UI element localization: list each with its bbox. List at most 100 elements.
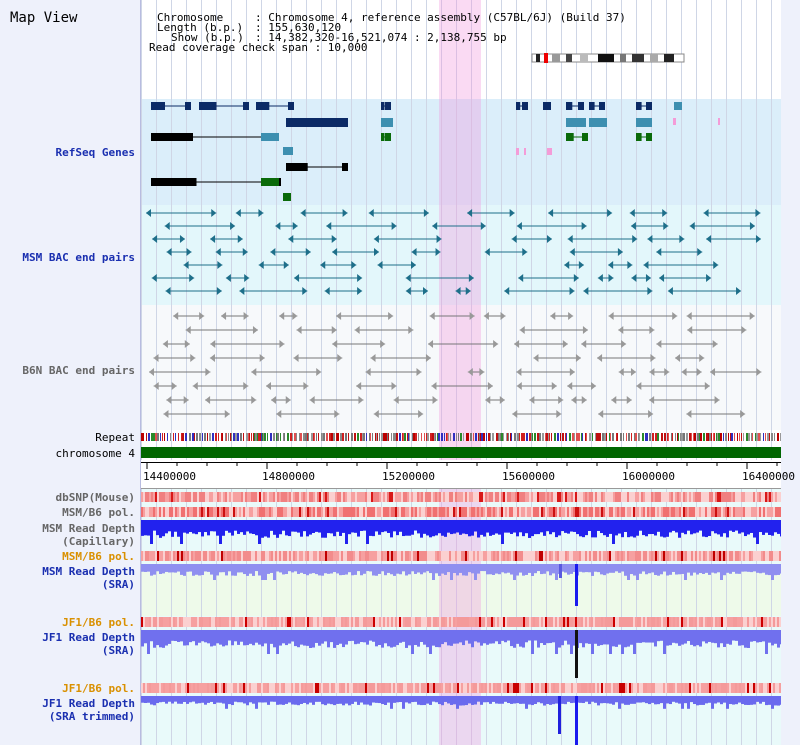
b6n-bac-end — [575, 354, 581, 362]
depth-bar — [333, 696, 336, 706]
pol-cell — [179, 617, 181, 627]
pol-cell — [235, 617, 237, 627]
repeat-track[interactable] — [141, 432, 781, 442]
pol-cell — [585, 492, 587, 502]
repeat-mark — [725, 433, 727, 441]
msm-depth-capillary-plot[interactable] — [141, 520, 781, 550]
depth-bar — [672, 564, 675, 572]
track-label-jf1-b6-pol-1[interactable]: JF1/B6 pol. — [62, 616, 135, 629]
pol-cell — [453, 507, 455, 517]
depth-bar — [615, 696, 618, 703]
pol-cell — [469, 551, 471, 561]
depth-bar — [228, 630, 231, 641]
repeat-mark — [230, 433, 231, 441]
msm-b6-pol-strip-1[interactable] — [141, 507, 781, 517]
pol-cell — [379, 492, 381, 502]
pol-cell — [527, 507, 529, 517]
pol-cell — [191, 683, 193, 693]
pol-cell — [735, 617, 737, 627]
track-label-jf1-read-depth-trimmed[interactable]: JF1 Read Depth — [42, 697, 135, 710]
b6n-bac-band — [141, 305, 781, 430]
pol-cell — [261, 507, 263, 517]
pol-cell — [423, 551, 425, 561]
refseq-genes-track[interactable] — [141, 99, 781, 205]
pol-cell — [231, 507, 233, 517]
track-label-msm-read-depth-capillary[interactable]: MSM Read Depth — [42, 522, 135, 535]
depth-bar — [495, 520, 498, 534]
pol-cell — [461, 617, 463, 627]
chromosome-bar[interactable] — [141, 447, 781, 458]
repeat-mark — [421, 433, 422, 441]
depth-bar — [363, 564, 366, 574]
track-label-refseq-genes[interactable]: RefSeq Genes — [55, 146, 135, 159]
track-label-jf1-read-depth-sra[interactable]: JF1 Read Depth — [42, 631, 135, 644]
track-label-msm-bac-end-pairs[interactable]: MSM BAC end pairs — [22, 251, 135, 264]
msm-bac-end — [377, 261, 383, 269]
jf1-depth-trimmed-plot[interactable] — [141, 696, 781, 745]
jf1-b6-pol-strip-2[interactable] — [141, 683, 781, 693]
pol-cell — [359, 507, 361, 517]
pol-cell — [605, 551, 607, 561]
depth-bar — [141, 520, 144, 536]
depth-bar — [687, 520, 690, 531]
depth-bar — [777, 696, 780, 706]
pol-cell — [151, 683, 153, 693]
track-label-msm-read-depth-sra[interactable]: MSM Read Depth — [42, 565, 135, 578]
pol-cell — [427, 507, 429, 517]
dbsnp-strip[interactable] — [141, 492, 781, 502]
pol-cell — [621, 683, 623, 693]
pol-cell — [707, 617, 709, 627]
pol-cell — [515, 683, 517, 693]
b6n-bac-end — [332, 340, 338, 348]
depth-bar — [549, 696, 552, 705]
msm-bac-end — [608, 274, 614, 282]
pol-cell — [391, 617, 393, 627]
repeat-mark — [569, 433, 571, 441]
gene-exon — [288, 102, 294, 110]
depth-bar — [189, 564, 192, 572]
repeat-mark — [280, 433, 281, 441]
chromosome-ideogram[interactable] — [530, 52, 690, 66]
map-view-title: Map View — [10, 10, 78, 26]
depth-bar — [315, 696, 318, 702]
depth-bar — [267, 520, 270, 538]
pol-cell — [243, 507, 245, 517]
pol-cell — [693, 683, 695, 693]
pol-cell — [587, 683, 589, 693]
depth-bar — [504, 630, 507, 643]
jf1-b6-pol-strip-1[interactable] — [141, 617, 781, 627]
pol-cell — [453, 683, 455, 693]
pol-cell — [565, 492, 567, 502]
pol-cell — [403, 551, 405, 561]
msm-bac-end — [331, 235, 337, 243]
pol-cell — [565, 507, 567, 517]
track-label-jf1-b6-pol-2[interactable]: JF1/B6 pol. — [62, 682, 135, 695]
pol-cell — [695, 617, 697, 627]
b6n-bac-end — [416, 368, 422, 376]
pol-cell — [759, 551, 761, 561]
depth-bar — [564, 564, 567, 573]
msm-bac-track[interactable] — [141, 205, 781, 305]
depth-bar — [177, 630, 180, 642]
depth-bar — [345, 564, 348, 575]
pol-cell — [733, 492, 735, 502]
b6n-bac-track[interactable] — [141, 305, 781, 430]
pol-cell — [351, 507, 353, 517]
track-label-msm-b6-pol-1[interactable]: MSM/B6 pol. — [62, 506, 135, 519]
msm-depth-sra-plot[interactable] — [141, 564, 781, 608]
msm-b6-pol-strip-2[interactable] — [141, 551, 781, 561]
track-label-dbsnp[interactable]: dbSNP(Mouse) — [55, 491, 135, 504]
track-label-b6n-bac-end-pairs[interactable]: B6N BAC end pairs — [22, 364, 135, 377]
depth-bar — [210, 520, 213, 532]
jf1-depth-sra-plot[interactable] — [141, 630, 781, 678]
track-label-msm-b6-pol-2[interactable]: MSM/B6 pol. — [62, 550, 135, 563]
msm-bac-end — [320, 261, 326, 269]
pol-cell — [311, 683, 313, 693]
pol-cell — [301, 683, 303, 693]
pol-cell — [719, 507, 721, 517]
pol-cell — [169, 683, 171, 693]
pol-cell — [593, 551, 595, 561]
pol-cell — [625, 492, 627, 502]
pol-cell — [319, 683, 321, 693]
pol-cell — [397, 551, 399, 561]
